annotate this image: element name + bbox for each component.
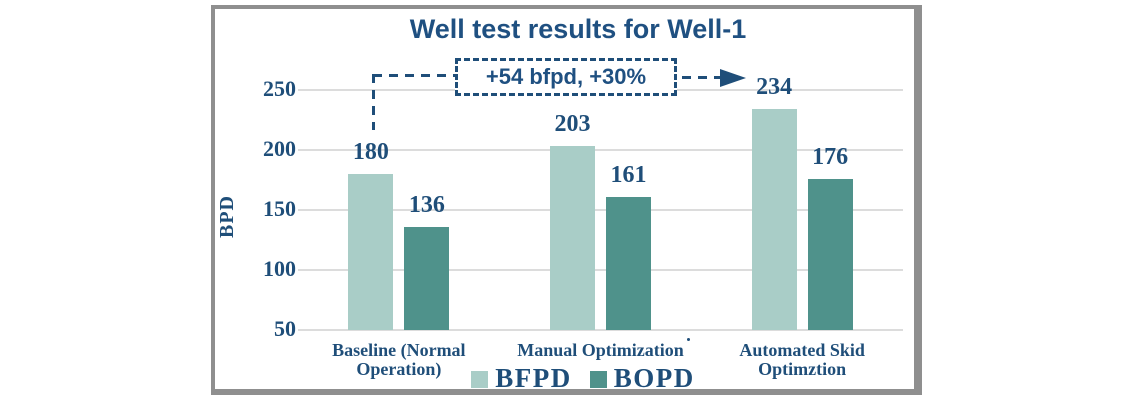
annotation-dashed-connector-down	[372, 74, 375, 130]
bar-bopd-0	[404, 226, 450, 330]
bar-value-bfpd-2: 234	[756, 74, 793, 101]
chart-legend: BFPD BOPD	[298, 363, 868, 393]
y-tick-100: 100	[263, 256, 296, 281]
stray-dot	[687, 338, 690, 341]
y-axis-label: BPD	[216, 195, 238, 238]
annotation-arrowhead-icon	[720, 69, 746, 87]
annotation-dashed-connector-left	[373, 74, 455, 77]
gridline-100	[298, 269, 903, 271]
gridline-50	[298, 329, 903, 331]
bar-bopd-1	[606, 196, 651, 330]
legend-label-bopd: BOPD	[613, 363, 695, 393]
bar-value-bfpd-1: 203	[554, 111, 591, 138]
category-label-1: Manual Optimization	[517, 340, 684, 360]
annotation-dashed-connector-right	[682, 76, 720, 79]
annotation-text: +54 bfpd, +30%	[485, 64, 647, 89]
bar-bfpd-0	[348, 174, 394, 330]
bar-value-bopd-0: 136	[408, 191, 445, 218]
category-label-0: Baseline (Normal Operation)	[332, 340, 466, 379]
bar-value-bopd-1: 161	[610, 161, 647, 188]
gridline-200	[298, 149, 903, 151]
bar-value-bopd-2: 176	[812, 143, 849, 170]
legend-label-bfpd: BFPD	[495, 363, 572, 393]
chart-title: Well test results for Well-1	[409, 14, 747, 44]
category-label-2: Automated Skid Optimztion	[739, 340, 865, 379]
y-tick-250: 250	[263, 76, 296, 101]
bar-value-bfpd-0: 180	[352, 139, 389, 165]
y-tick-150: 150	[263, 196, 296, 221]
y-tick-50: 50	[274, 316, 296, 341]
bar-bfpd-2	[751, 109, 797, 330]
legend-swatch-bopd	[589, 371, 607, 388]
legend-swatch-bfpd	[471, 371, 489, 388]
bar-bfpd-1	[550, 146, 595, 330]
gridline-150	[298, 209, 903, 211]
annotation-callout-box: +54 bfpd, +30%	[455, 58, 677, 96]
legend-item-bopd: BOPD	[589, 363, 695, 393]
bar-bopd-2	[807, 178, 853, 330]
y-tick-200: 200	[263, 136, 296, 161]
legend-item-bfpd: BFPD	[471, 363, 572, 393]
